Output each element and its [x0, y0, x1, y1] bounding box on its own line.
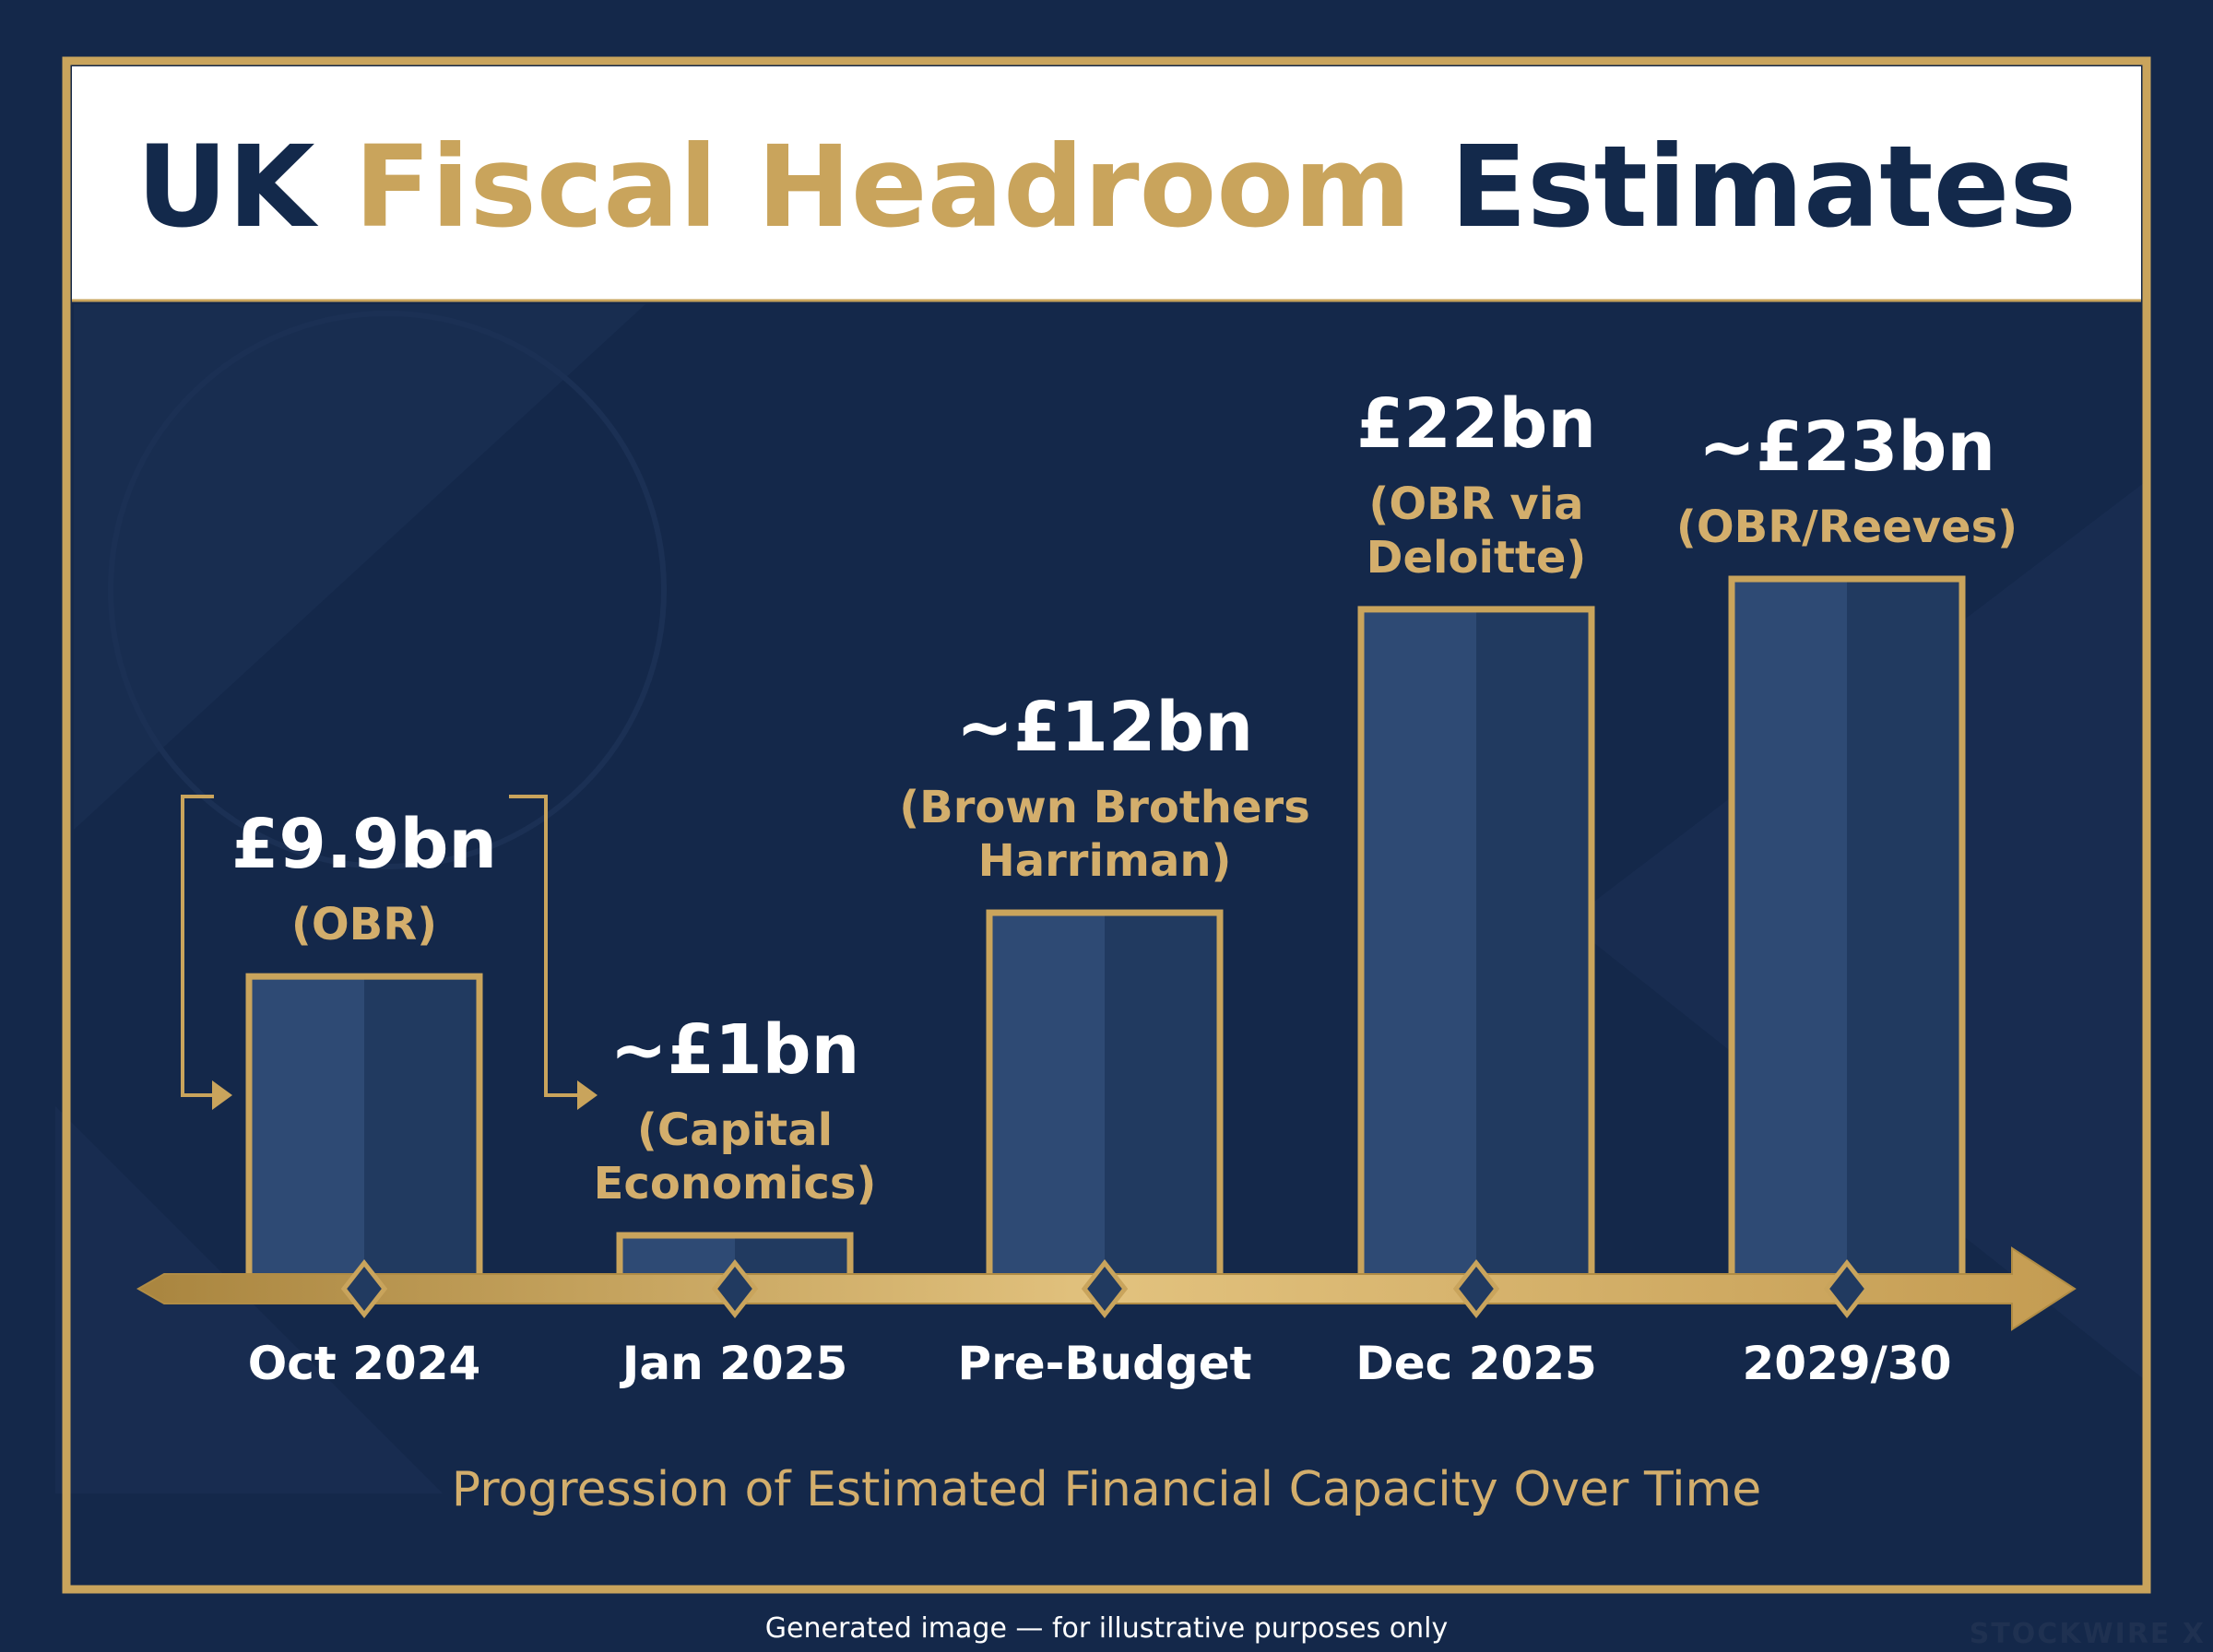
- category-label: Jan 2025: [620, 1337, 848, 1390]
- bar-left-face: [620, 1235, 735, 1277]
- axis-marker: [1081, 1258, 1129, 1319]
- source-label: Harriman): [978, 835, 1232, 887]
- source-label: (OBR via: [1368, 478, 1583, 530]
- title-part-2: Estimates: [1411, 122, 2077, 253]
- value-label: ~£23bn: [1698, 407, 1995, 487]
- bar-pre-budget: [986, 909, 1224, 1280]
- bar-left-face: [1732, 579, 1847, 1277]
- header-band: [72, 66, 2141, 301]
- axis-marker: [340, 1258, 388, 1319]
- timeline-axis: [136, 1246, 2077, 1331]
- chart-title: UK Fiscal Headroom Estimates: [136, 122, 2077, 253]
- category-label: Pre-Budget: [957, 1337, 1251, 1390]
- disclaimer-text: Generated image — for illustrative purpo…: [765, 1612, 1448, 1645]
- bar-right-face: [1476, 608, 1592, 1277]
- axis-marker: [711, 1258, 759, 1319]
- title-part-1: Fiscal Headroom: [315, 122, 1412, 253]
- bar-left-face: [249, 976, 364, 1277]
- title-part-0: UK: [136, 122, 319, 253]
- brand-watermark: STOCKWIRE X: [1970, 1618, 2206, 1650]
- category-label: Oct 2024: [248, 1337, 481, 1390]
- bar-right-face: [364, 976, 479, 1277]
- category-label: 2029/30: [1742, 1337, 1951, 1390]
- source-label: Deloitte): [1367, 532, 1587, 584]
- source-label: Economics): [594, 1158, 877, 1210]
- category-label: Dec 2025: [1355, 1337, 1597, 1390]
- oct-2024-bracket: [181, 795, 581, 1097]
- axis-marker: [1823, 1258, 1871, 1319]
- gold-frame: [62, 56, 2151, 1594]
- bar-right-face: [735, 1235, 850, 1277]
- bar-right-face: [1105, 913, 1220, 1277]
- bars: [245, 575, 1966, 1280]
- source-label: (OBR): [291, 899, 437, 950]
- source-label: (Capital: [637, 1104, 833, 1156]
- value-label: ~£1bn: [610, 1010, 860, 1090]
- bar-right-face: [1847, 579, 1962, 1277]
- value-label: £22bn: [1356, 384, 1596, 464]
- bar-2029-30: [1728, 575, 1966, 1280]
- bar-left-face: [1361, 608, 1476, 1277]
- source-label: (OBR/Reeves): [1676, 502, 2018, 553]
- bar-oct-2024: [245, 973, 483, 1280]
- bracket-arrowheads: [212, 1080, 598, 1110]
- value-label: ~£12bn: [956, 688, 1253, 767]
- bar-left-face: [989, 913, 1105, 1277]
- value-label: £9.9bn: [231, 805, 497, 884]
- bar-labels: £9.9bn (OBR) Oct 2024 ~£1bn (CapitalEconomic…: [231, 384, 2018, 1390]
- bar-jan-2025: [616, 1232, 854, 1280]
- bar-dec-2025: [1357, 606, 1595, 1280]
- axis-marker: [1452, 1258, 1500, 1319]
- chart-subtitle: Progression of Estimated Financial Capac…: [452, 1462, 1761, 1517]
- source-label: (Brown Brothers: [899, 782, 1310, 833]
